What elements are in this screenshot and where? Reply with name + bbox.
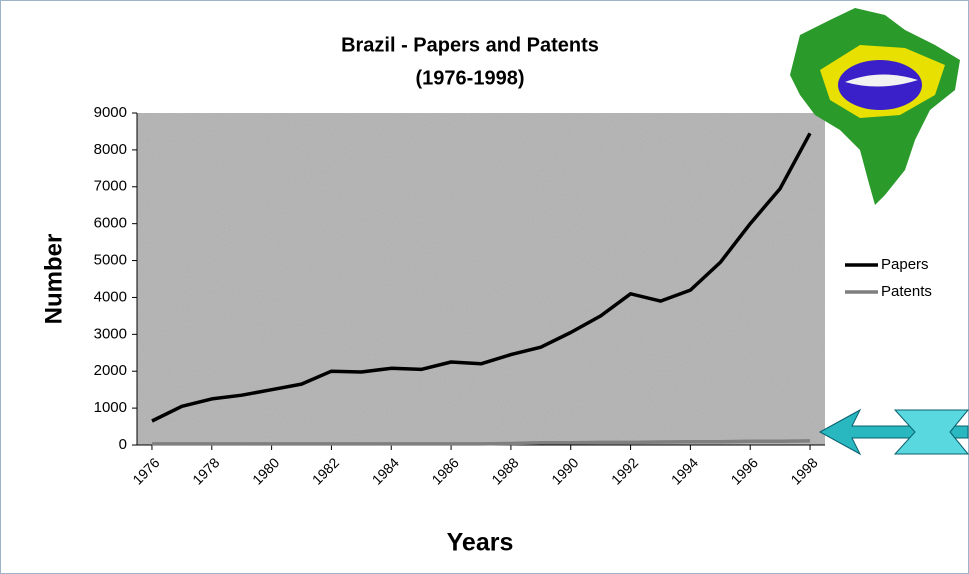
y-axis-label: Number [40, 234, 67, 325]
legend-box [837, 247, 955, 307]
y-tick-label: 2000 [94, 362, 127, 379]
plot-area [137, 113, 825, 445]
y-tick-label: 4000 [94, 288, 127, 305]
legend-label: Papers [881, 256, 929, 273]
y-tick-label: 0 [119, 436, 127, 453]
legend-label: Patents [881, 283, 932, 300]
y-tick-label: 6000 [94, 215, 127, 232]
y-tick-label: 8000 [94, 141, 127, 158]
y-tick-label: 9000 [94, 104, 127, 121]
x-axis-label: Years [447, 529, 514, 557]
y-tick-label: 3000 [94, 325, 127, 342]
chart-subtitle: (1976-1998) [416, 67, 525, 89]
brazil-flag-map [790, 8, 960, 205]
data-line [151, 132, 812, 423]
data-line [152, 439, 811, 446]
chart-title: Brazil - Papers and Patents [341, 34, 599, 56]
y-tick-label: 7000 [94, 178, 127, 195]
y-tick-label: 1000 [94, 399, 127, 416]
y-tick-label: 5000 [94, 252, 127, 269]
back-arrow-icon[interactable] [818, 408, 969, 456]
